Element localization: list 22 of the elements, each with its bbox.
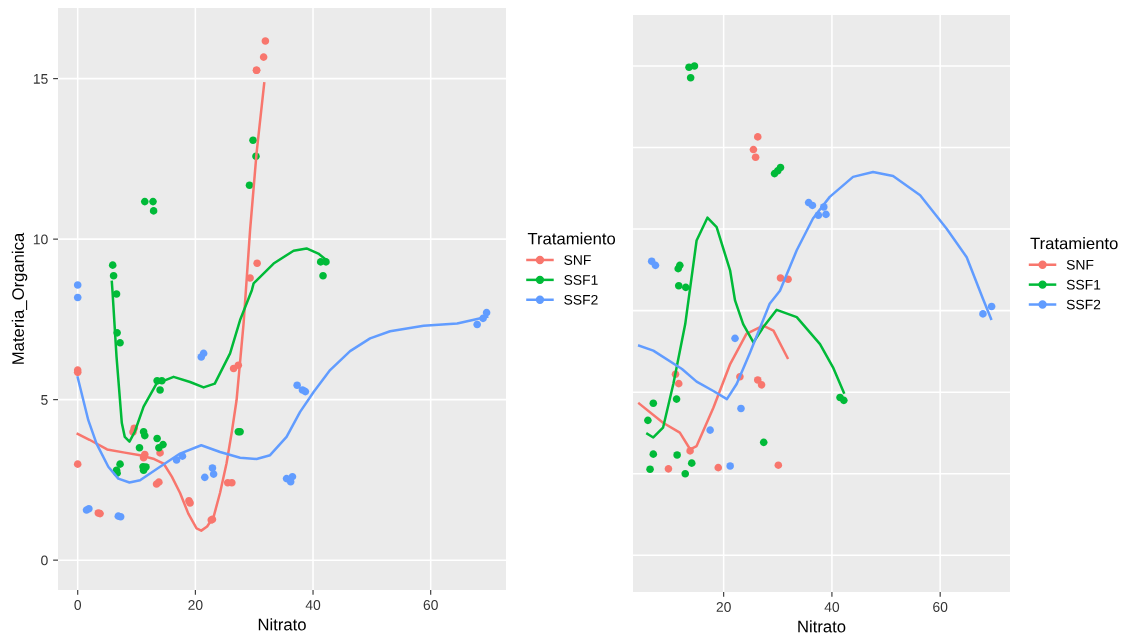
x-tick-label: 60 [423, 600, 438, 610]
x-tick-label: 20 [188, 600, 203, 610]
x-axis-title: Nitrato [258, 618, 306, 631]
y-tick-label: 10 [33, 234, 48, 245]
y-tick-label: 15 [33, 74, 48, 84]
x-tick-label: 0 [74, 600, 82, 610]
x-axis-title: Nitrato [798, 620, 846, 633]
x-tick-label: 40 [305, 600, 321, 610]
x-tick-label: 40 [824, 602, 840, 612]
legend-label: SNF [1066, 259, 1094, 270]
legend-label: SSF2 [564, 294, 598, 305]
y-tick-label: 5 [41, 395, 48, 405]
legend-label: SSF1 [1066, 279, 1101, 290]
y-tick-label: 0 [41, 555, 48, 566]
x-tick-label: 60 [933, 602, 948, 612]
legend-label: SSF1 [564, 275, 598, 285]
x-tick-label: 20 [716, 602, 731, 612]
legend-label: SSF2 [1066, 299, 1101, 310]
legend-title: Tratamiento [1030, 237, 1118, 250]
legend-title: Tratamiento [527, 232, 616, 245]
y-axis-title: Materia_Organica [11, 232, 28, 364]
legend-label: SNF [564, 255, 591, 265]
